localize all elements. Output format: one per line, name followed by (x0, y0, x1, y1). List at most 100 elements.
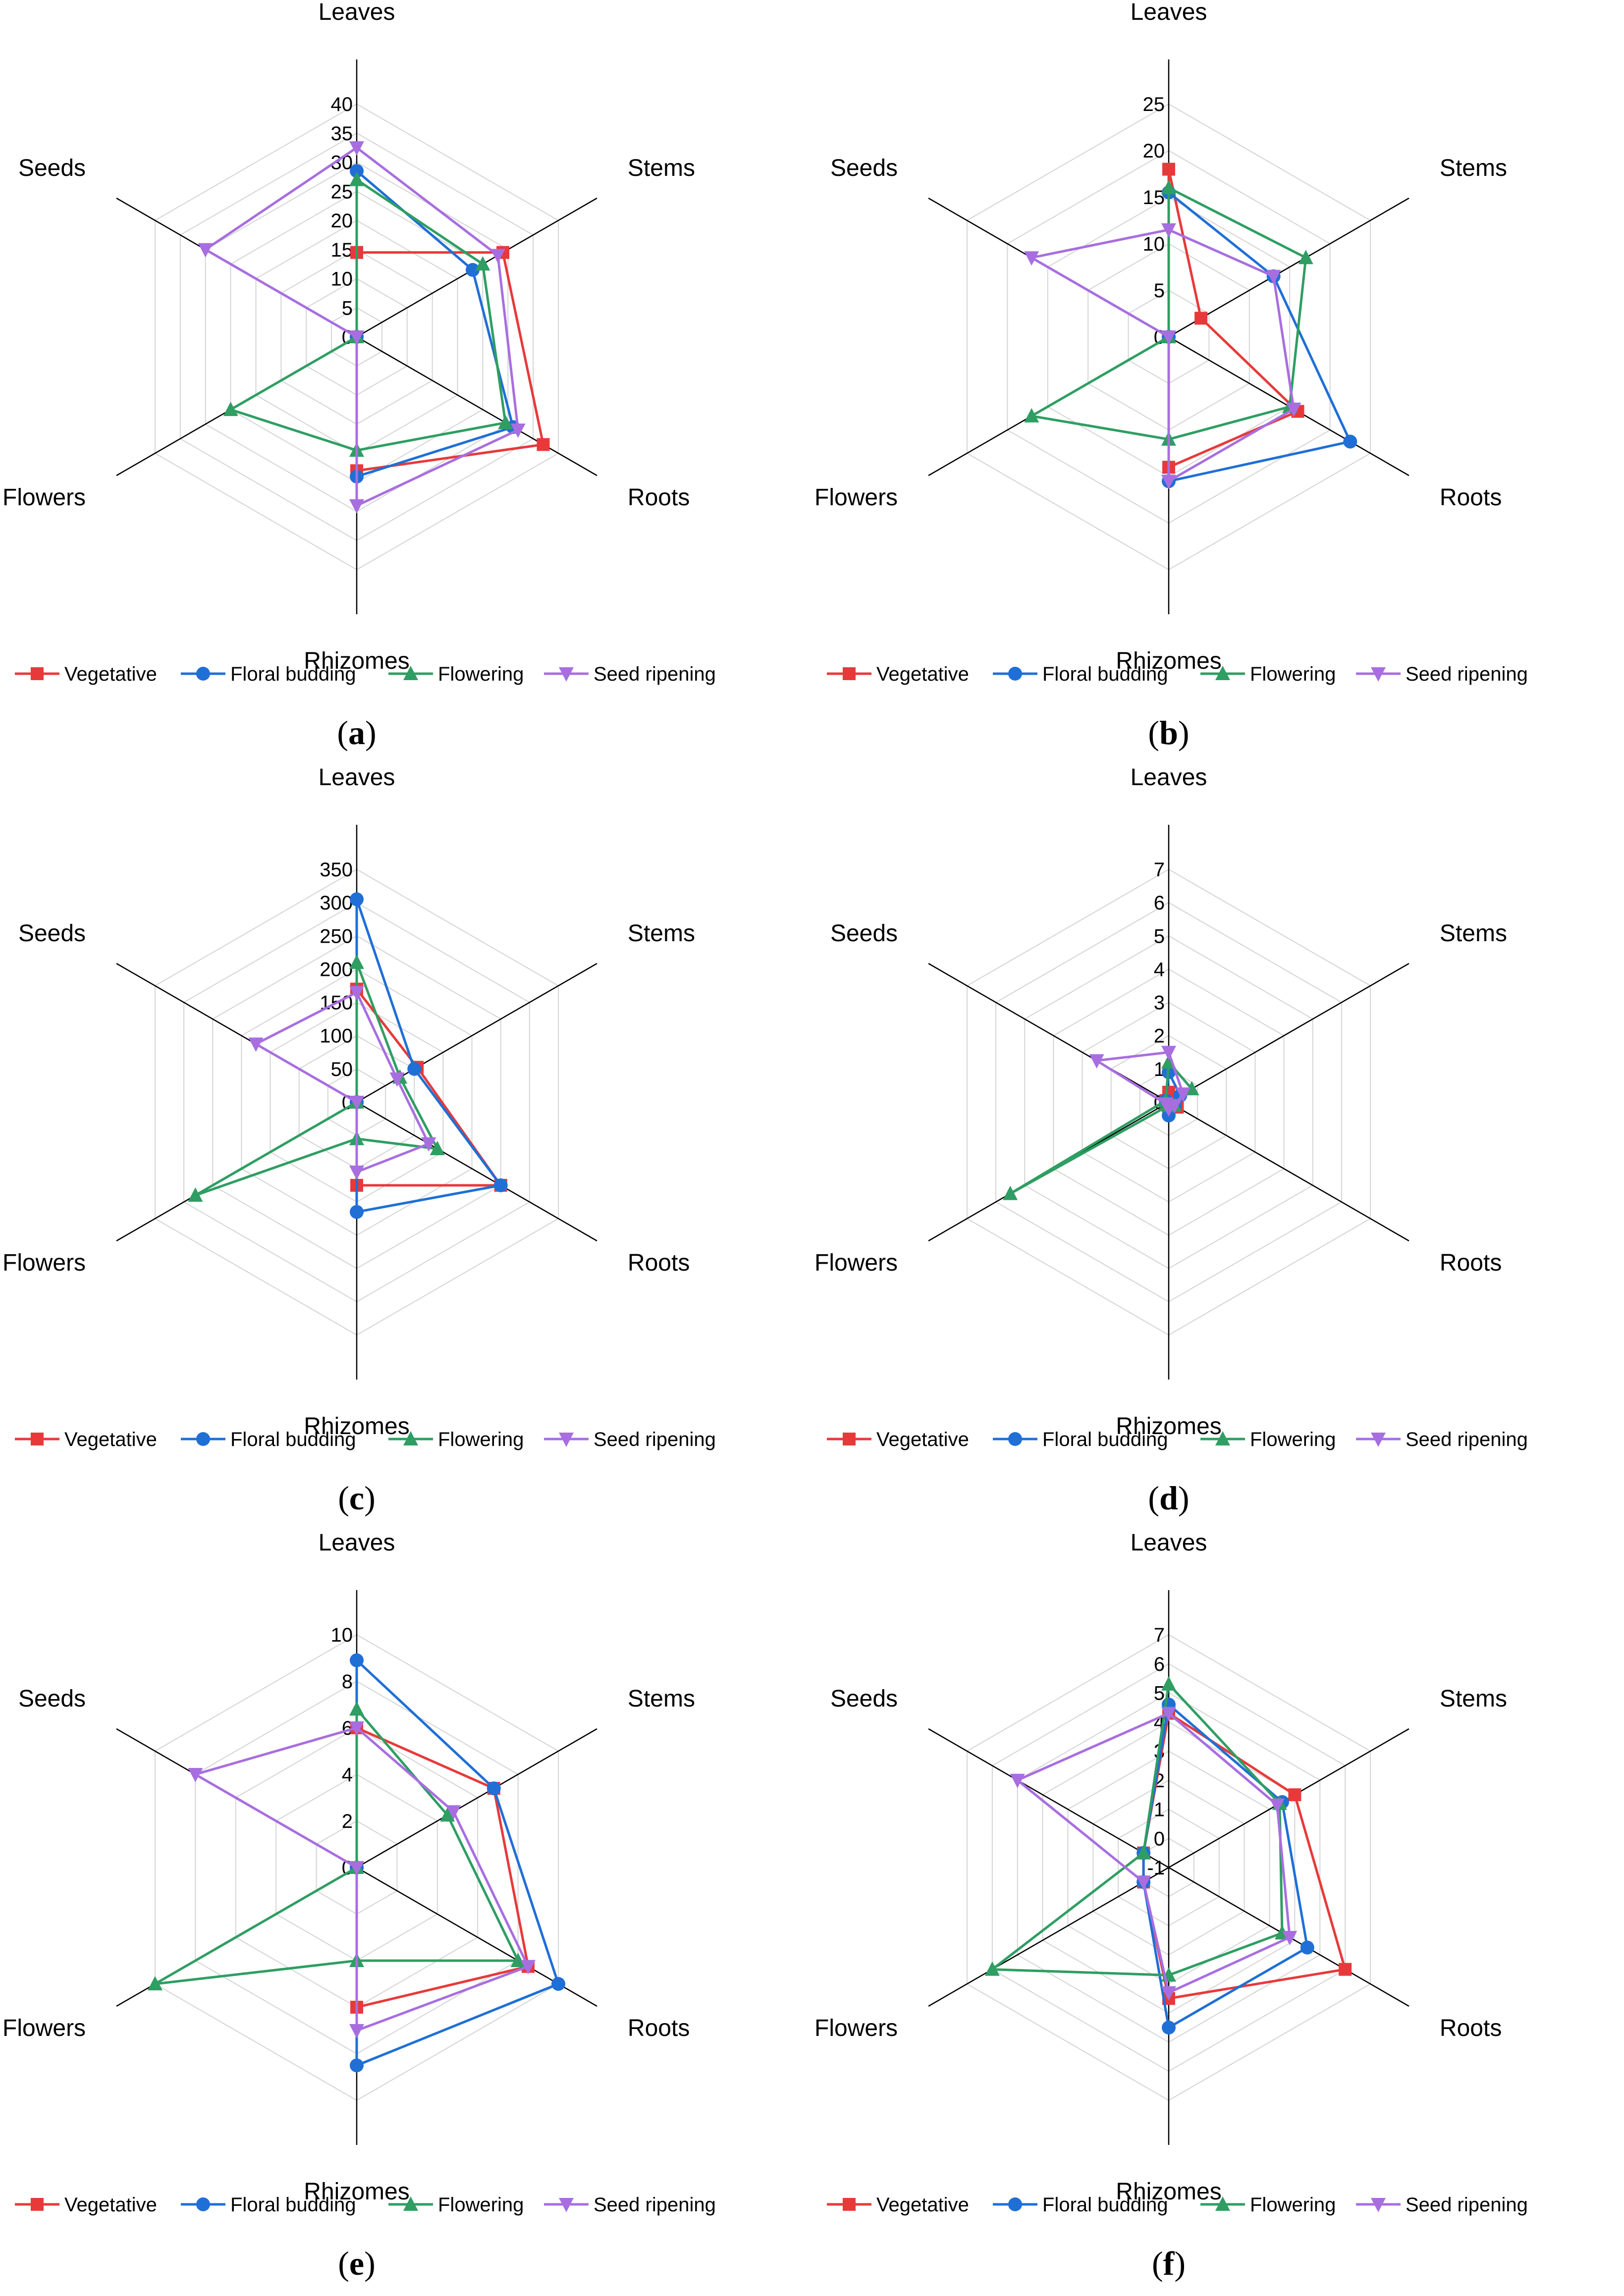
tick-label: 6 (1154, 1654, 1165, 1675)
panel-label: (c) (338, 1479, 376, 1517)
data-point-leaves (349, 955, 364, 969)
category-label: Stems (628, 920, 695, 947)
legend-item: Seed ripening (544, 1429, 716, 1450)
legend-item: Flowering (1200, 2194, 1336, 2216)
legend-label: Flowering (1250, 2194, 1336, 2216)
category-label: Rhizomes (1116, 1413, 1221, 1440)
category-label: Leaves (1131, 765, 1207, 791)
category-label: Rhizomes (304, 648, 409, 674)
legend-item: Flowering (388, 663, 524, 685)
legend-item: Floral budding (181, 663, 356, 685)
tick-label: 5 (1154, 280, 1165, 302)
data-point-roots (510, 424, 526, 438)
legend-label: Seed ripening (1406, 1429, 1528, 1450)
legend-marker (843, 1433, 856, 1445)
panel-label: (d) (1148, 1479, 1190, 1517)
legend-label: Floral budding (230, 2194, 356, 2216)
legend: Vegetative Floral budding Flowering Seed ri… (827, 663, 1528, 685)
axis-spoke-stems (1168, 962, 1409, 1103)
radar-chart-a: 0510152025303540LeavesStemsRootsRhizomes… (2, 0, 716, 685)
data-point-roots (551, 1977, 566, 1991)
legend-label: Flowering (1250, 1429, 1336, 1450)
category-label: Roots (1440, 1250, 1502, 1276)
legend-item: Seed ripening (544, 663, 716, 685)
data-point-stems (1269, 1798, 1285, 1813)
panel-label: (a) (337, 714, 377, 751)
legend-item: Floral budding (993, 1429, 1168, 1450)
data-point-flowers (349, 1861, 364, 1875)
tick-label: 5 (1154, 1683, 1165, 1705)
series-line (355, 899, 503, 1214)
legend-label: Vegetative (876, 2194, 969, 2216)
legend-item: Vegetative (827, 1429, 969, 1450)
series-line (203, 146, 520, 508)
category-label: Roots (628, 2015, 690, 2041)
legend-item: Flowering (388, 2194, 524, 2216)
tick-label: 3 (1154, 992, 1165, 1014)
category-label: Leaves (1131, 1531, 1207, 1556)
series-floral-budding (1162, 185, 1357, 488)
tick-label: 100 (320, 1025, 353, 1047)
tick-label: 350 (320, 859, 353, 881)
category-label: Stems (1440, 1686, 1507, 1712)
legend-marker (196, 667, 210, 681)
tick-label: 15 (331, 239, 353, 261)
series-line (355, 1726, 530, 2009)
legend-item: Floral budding (993, 663, 1168, 685)
legend-label: Seed ripening (594, 1429, 716, 1450)
data-point-rhizomes (349, 1166, 364, 1180)
category-label: Seeds (830, 920, 898, 947)
legend-label: Seed ripening (1406, 663, 1528, 685)
legend: Vegetative Floral budding Flowering Seed ri… (827, 2194, 1528, 2216)
panel-letter: d (1159, 1479, 1178, 1517)
radar-panel-d: 01234567LeavesStemsRootsRhizomesFlowersS… (812, 765, 1624, 1531)
data-point-flowers (1003, 1185, 1018, 1200)
legend-item: Seed ripening (544, 2194, 716, 2216)
legend-marker (559, 667, 574, 682)
data-point-roots (1343, 434, 1357, 449)
data-point-roots (493, 1178, 508, 1192)
tick-label: 10 (331, 268, 353, 290)
radar-panel-f: -1 0 1 2 3 4 5 6 7 Leaves Stems Roots Rhizomes Flower… (812, 1531, 1624, 2296)
series-seed-ripening (1010, 1707, 1298, 2001)
legend: Vegetative Floral budding Flowering Seed ri… (15, 663, 716, 685)
axis-spoke-stems (356, 962, 597, 1103)
category-label: Seeds (830, 155, 898, 181)
tick-label: 1 (1154, 1799, 1165, 1821)
category-label: Seeds (18, 1686, 86, 1712)
data-point-seeds (248, 1037, 264, 1052)
tick-label: 250 (320, 925, 353, 947)
data-point-flowers (1161, 330, 1176, 345)
data-point-stems (1194, 312, 1208, 325)
legend-item: Seed ripening (1356, 1429, 1528, 1450)
category-label: Flowers (2, 1250, 86, 1276)
data-point-roots (430, 1141, 445, 1155)
category-label: Rhizomes (304, 2179, 409, 2205)
tick-label: 25 (1143, 94, 1165, 115)
legend-label: Vegetative (64, 663, 157, 685)
data-point-leaves (349, 141, 364, 156)
legend-label: Floral budding (1042, 2194, 1168, 2216)
category-label: Leaves (319, 765, 395, 791)
tick-label: 7 (1154, 1624, 1165, 1646)
data-point-stems (1288, 1788, 1301, 1802)
data-point-leaves (349, 986, 364, 1001)
legend: Vegetative Floral budding Flowering Seed ri… (827, 1429, 1528, 1450)
data-point-seeds (188, 1768, 203, 1782)
data-point-flowers (349, 1096, 364, 1110)
legend-label: Flowering (438, 1429, 524, 1450)
legend-item: Seed ripening (1356, 663, 1528, 685)
data-point-leaves (1161, 180, 1176, 195)
radar-chart-e: 0246810LeavesStemsRootsRhizomesFlowersSe… (2, 1531, 716, 2216)
tick-label: 20 (331, 210, 353, 232)
data-point-roots (520, 1960, 536, 1975)
data-point-leaves (1161, 1046, 1176, 1061)
data-point-stems (487, 1781, 501, 1796)
legend-marker (403, 666, 418, 680)
data-point-roots (1282, 1931, 1298, 1945)
radar-panel-b: 0 5 10 15 20 25 Leaves Stems Roots Rhizomes Flower… (812, 0, 1624, 765)
axis-spoke-seeds (928, 1728, 1169, 1869)
legend-label: Seed ripening (1406, 2194, 1528, 2216)
data-point-stems (407, 1062, 422, 1076)
category-label: Stems (628, 155, 695, 181)
